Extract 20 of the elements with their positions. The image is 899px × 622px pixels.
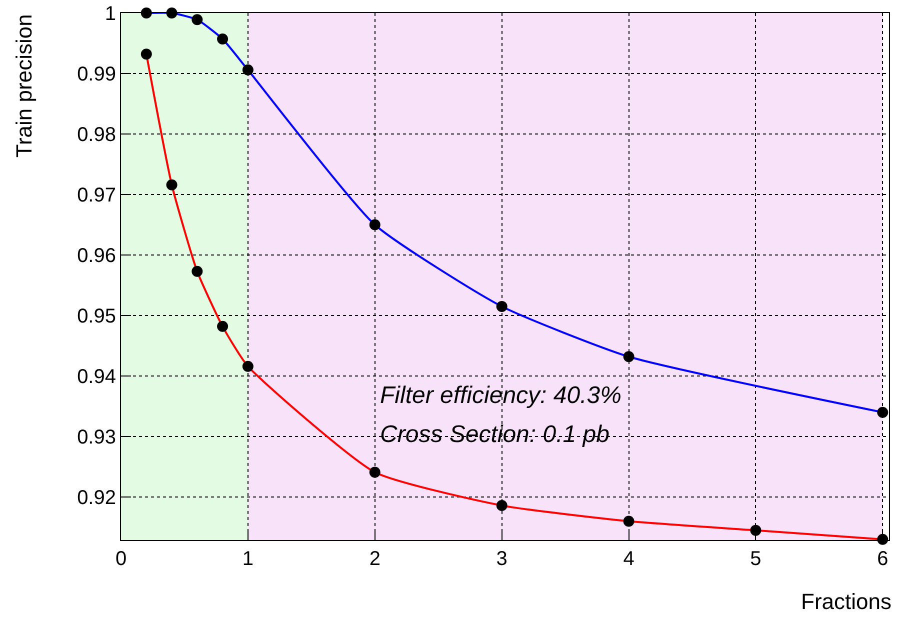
y-tick-label: 0.97	[77, 184, 116, 207]
y-tick-label: 0.98	[77, 124, 116, 146]
x-tick-label: 4	[623, 548, 634, 570]
y-tick-label: 0.93	[77, 426, 116, 449]
annotation: Filter efficiency: 40.3%	[380, 382, 622, 409]
y-tick-label: 0.94	[77, 366, 116, 388]
annotation: Cross Section: 0.1 pb	[380, 421, 610, 448]
y-tick-label: 1	[104, 3, 116, 25]
y-tick-label: 0.92	[77, 487, 116, 510]
x-axis-title: Fractions	[801, 589, 892, 614]
y-tick-label: 0.99	[77, 64, 116, 86]
x-tick-label: 3	[496, 548, 508, 570]
x-tick-label: 0	[115, 548, 127, 570]
x-tick-label: 5	[750, 548, 762, 570]
x-tick-label: 2	[369, 548, 380, 570]
x-tick-label: 6	[877, 548, 888, 570]
x-tick-label: 1	[242, 548, 254, 570]
y-tick-label: 0.95	[77, 306, 116, 328]
y-axis-title: Train precision	[12, 14, 37, 158]
y-tick-label: 0.96	[77, 245, 116, 268]
